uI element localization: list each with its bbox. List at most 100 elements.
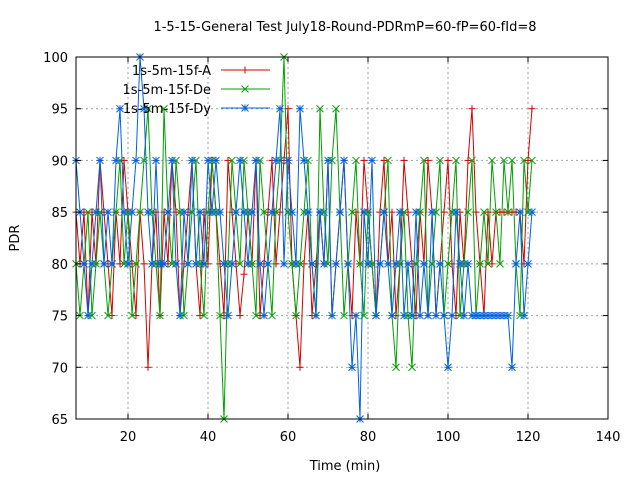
data-point [108,260,116,268]
data-point [164,208,172,216]
data-point [132,312,140,320]
data-point [268,208,276,216]
data-point [372,311,380,320]
chart-title: 1-5-15-General Test July18-Round-PDRmP=6… [153,20,536,35]
data-point [180,208,188,216]
data-point [100,260,108,268]
data-point [92,208,100,216]
y-tick-label: 75 [51,310,68,325]
data-point [460,311,468,320]
data-point [360,156,368,164]
data-point [444,156,452,164]
data-point [272,156,280,165]
data-point [268,311,276,320]
data-point [492,208,500,216]
data-point [84,208,92,216]
data-point [116,104,124,113]
data-point [132,260,140,268]
data-point [364,260,372,268]
data-point [344,260,352,268]
data-point [204,156,212,165]
data-point [320,260,328,268]
data-point [196,208,204,216]
data-point [328,311,336,320]
data-point [296,104,304,113]
data-point [196,312,204,320]
data-point [404,260,412,268]
legend-label: 1s-5m-15f-Dy [123,102,211,117]
data-point [352,156,360,165]
data-point [80,260,88,268]
data-point [524,260,532,268]
data-point [284,156,292,165]
data-point [260,208,268,216]
data-point [496,260,504,268]
y-tick-label: 65 [51,413,68,428]
data-point [324,156,332,165]
data-point [292,311,300,320]
data-point [464,156,472,164]
data-point [232,208,240,216]
data-point [336,208,344,216]
data-point [400,156,408,164]
data-point [520,311,528,320]
data-point [296,363,304,371]
data-point [208,208,216,216]
data-point [392,363,400,372]
data-point [252,311,260,320]
data-point [300,156,308,165]
data-point [508,363,516,372]
x-tick-label: 80 [360,430,377,445]
data-point [236,312,244,320]
y-tick-label: 95 [51,103,68,118]
y-tick-label: 100 [43,51,68,66]
data-point [104,311,112,320]
data-point [412,208,420,216]
data-point [528,208,536,216]
data-point [352,311,360,320]
data-point [312,311,320,320]
data-point [292,260,300,268]
data-point [252,156,260,165]
plot-frame [75,56,609,420]
data-point [212,156,220,165]
data-point [408,363,416,372]
legend-marker [241,85,249,93]
data-point [380,208,388,216]
data-point [112,156,120,165]
data-point [168,156,176,165]
data-point [228,156,236,165]
data-point [136,208,144,216]
y-tick-label: 80 [51,258,68,273]
y-tick-label: 85 [51,206,68,221]
data-point [340,311,348,320]
data-point [424,156,432,164]
data-point [340,156,348,165]
data-point [332,260,340,268]
data-point [280,260,288,268]
data-point [200,311,208,320]
data-point [420,260,428,268]
y-axis-label: PDR [8,225,23,252]
data-point [220,260,228,268]
x-tick-label: 60 [280,430,297,445]
data-point [160,104,168,113]
data-point [172,260,180,268]
data-point [300,260,308,268]
data-point [192,260,200,268]
data-point [240,208,248,216]
data-point [468,105,476,113]
data-point [216,208,224,216]
data-point [452,208,460,216]
series-3 [72,53,536,423]
data-point [404,208,412,216]
x-tick-label: 20 [120,430,137,445]
data-point [516,208,524,216]
data-point [488,260,496,268]
data-point [444,260,452,268]
x-tick-label: 40 [200,430,217,445]
data-point [288,208,296,216]
legend-marker [241,66,249,74]
